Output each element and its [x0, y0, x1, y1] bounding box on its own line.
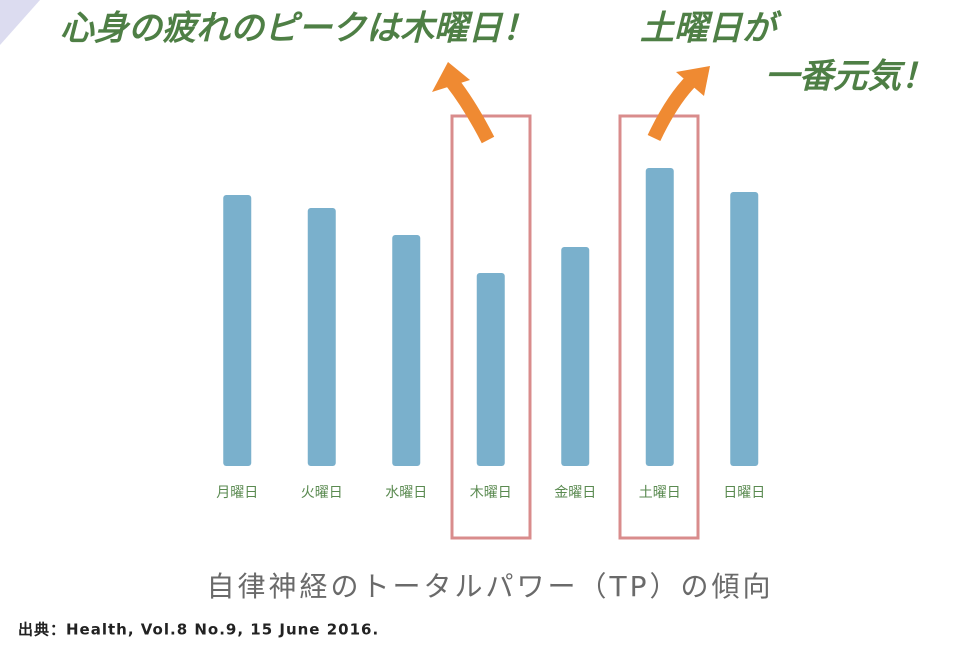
chart-subtitle: 自律神経のトータルパワー（TP）の傾向 — [207, 570, 774, 603]
arrow — [446, 77, 495, 144]
bar — [476, 273, 505, 466]
bar — [730, 192, 759, 466]
arrow-head — [676, 66, 710, 96]
highlight-box — [450, 114, 532, 540]
x-tick-label: 木曜日 — [470, 485, 512, 501]
bar — [223, 195, 252, 466]
annotation: 一番元気！ — [765, 57, 935, 97]
annotation: 土曜日が — [640, 9, 782, 49]
bar — [561, 247, 590, 466]
arrow-head — [432, 62, 470, 92]
bar — [645, 168, 674, 466]
x-tick-label: 月曜日 — [216, 485, 258, 501]
bar — [307, 208, 336, 466]
x-tick-label: 日曜日 — [723, 485, 765, 501]
corner-decoration — [0, 0, 40, 45]
x-tick-label: 土曜日 — [639, 485, 681, 501]
source-note: 出典：Health, Vol.8 No.9, 15 June 2016. — [18, 621, 379, 639]
arrow — [647, 75, 698, 142]
x-tick-label: 水曜日 — [385, 485, 427, 501]
annotation: 心身の疲れのピークは木曜日！ — [60, 9, 536, 49]
x-tick-label: 火曜日 — [301, 485, 343, 501]
x-tick-label: 金曜日 — [554, 485, 596, 501]
bar — [392, 235, 421, 466]
